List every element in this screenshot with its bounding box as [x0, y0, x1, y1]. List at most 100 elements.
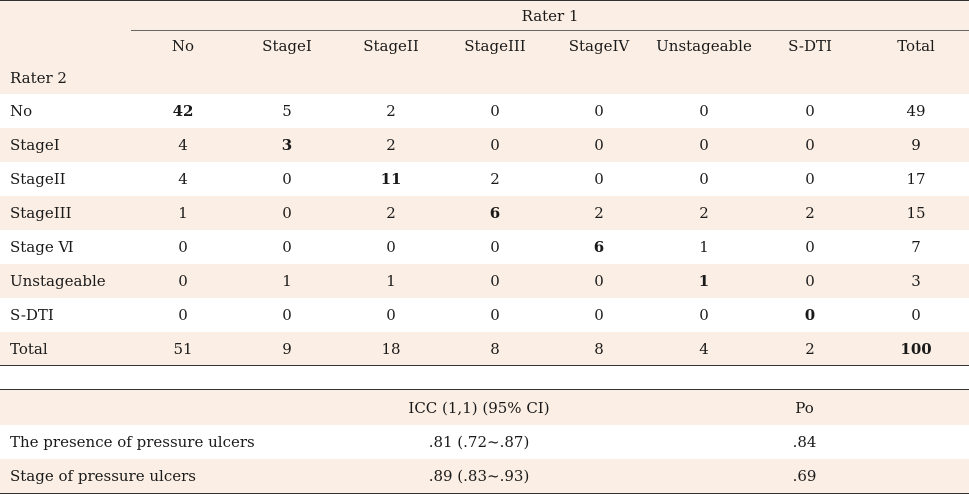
- table-cell: 0: [651, 298, 757, 332]
- table-cell: 1: [235, 264, 339, 298]
- column-header: StageIII: [443, 30, 547, 61]
- table-cell: 51: [131, 332, 235, 366]
- table-cell: 0: [131, 298, 235, 332]
- table-cell: 0: [757, 264, 863, 298]
- table-cell: 0: [443, 94, 547, 128]
- table-cell: 0: [443, 128, 547, 162]
- corner-cell: [0, 30, 131, 61]
- reliability-table: ICC (1,1) (95% CI) Po The presence of pr…: [0, 389, 969, 494]
- table-cell: 0: [235, 298, 339, 332]
- table-cell: 7: [863, 230, 969, 264]
- table-cell: 0: [131, 264, 235, 298]
- table-cell: 6: [547, 230, 651, 264]
- table-row: StageI 4 3 2 0 0 0 0 9: [0, 128, 969, 162]
- table-cell: 3: [235, 128, 339, 162]
- reliability-po-value: .69: [640, 459, 969, 494]
- table-cell: 1: [339, 264, 443, 298]
- reliability-icc-value: .89 (.83~.93): [318, 459, 640, 494]
- table-cell: 2: [757, 332, 863, 366]
- table-cell: 1: [131, 196, 235, 230]
- column-header: Unstageable: [651, 30, 757, 61]
- table-cell: 15: [863, 196, 969, 230]
- total-row: Total 51 9 18 8 8 4 2 100: [0, 332, 969, 366]
- table-cell: 0: [757, 162, 863, 196]
- table-cell: 4: [131, 162, 235, 196]
- table-cell: 0: [651, 94, 757, 128]
- table-cell: 2: [443, 162, 547, 196]
- table-cell: 0: [443, 264, 547, 298]
- table-cell: 9: [235, 332, 339, 366]
- table-cell: 0: [547, 128, 651, 162]
- row-label: StageIII: [0, 196, 131, 230]
- agreement-table: Rater 1 No StageI StageII StageIII Stage…: [0, 0, 969, 366]
- table-cell: 3: [863, 264, 969, 298]
- table-cell: 0: [757, 94, 863, 128]
- table-cell: 0: [235, 230, 339, 264]
- header-row-rater1: Rater 1: [0, 0, 969, 31]
- table-cell: 0: [235, 196, 339, 230]
- table-cell: 0: [443, 298, 547, 332]
- reliability-icc-value: .81 (.72~.87): [318, 425, 640, 459]
- table-cell: 5: [235, 94, 339, 128]
- table-row: StageII 4 0 11 2 0 0 0 17: [0, 162, 969, 196]
- table-cell: 11: [339, 162, 443, 196]
- table-cell: 1: [651, 230, 757, 264]
- table-cell: 0: [547, 94, 651, 128]
- table-cell: 0: [547, 298, 651, 332]
- reliability-header-icc: ICC (1,1) (95% CI): [318, 389, 640, 425]
- table-cell: 2: [339, 196, 443, 230]
- column-header: No: [131, 30, 235, 61]
- table-cell: 4: [131, 128, 235, 162]
- table-cell: 6: [443, 196, 547, 230]
- table-cell: 2: [757, 196, 863, 230]
- column-header: StageIV: [547, 30, 651, 61]
- table-row: No 42 5 2 0 0 0 0 49: [0, 94, 969, 128]
- table-cell: 4: [651, 332, 757, 366]
- column-header: S-DTI: [757, 30, 863, 61]
- agreement-body: No 42 5 2 0 0 0 0 49 StageI 4 3 2 0 0 0 0 9 StageII 4 0 11 2 0 0…: [0, 94, 969, 366]
- reliability-po-value: .84: [640, 425, 969, 459]
- table-cell: 0: [547, 264, 651, 298]
- table-row: Unstageable 0 1 1 0 0 1 0 3: [0, 264, 969, 298]
- table-cell: 0: [339, 298, 443, 332]
- table-cell: 100: [863, 332, 969, 366]
- reliability-row-label: Stage of pressure ulcers: [0, 459, 318, 494]
- table-row: StageIII 1 0 2 6 2 2 2 15: [0, 196, 969, 230]
- table-cell: 0: [757, 230, 863, 264]
- table-cell: 0: [131, 230, 235, 264]
- table-cell: 18: [339, 332, 443, 366]
- table-cell: 49: [863, 94, 969, 128]
- rater1-label: Rater 1: [131, 0, 969, 31]
- table-cell: 2: [339, 94, 443, 128]
- table-cell: 0: [443, 230, 547, 264]
- row-label: Unstageable: [0, 264, 131, 298]
- table-cell: 8: [443, 332, 547, 366]
- column-header: Total: [863, 30, 969, 61]
- table-cell: 2: [339, 128, 443, 162]
- table-cell: 0: [863, 298, 969, 332]
- reliability-row: Stage of pressure ulcers .89 (.83~.93) .…: [0, 459, 969, 494]
- row-label: Stage Ⅵ: [0, 230, 131, 264]
- reliability-header-blank: [0, 389, 318, 425]
- row-label: Total: [0, 332, 131, 366]
- table-cell: 1: [651, 264, 757, 298]
- table-cell: 42: [131, 94, 235, 128]
- column-header: StageI: [235, 30, 339, 61]
- table-cell: 17: [863, 162, 969, 196]
- reliability-row-label: The presence of pressure ulcers: [0, 425, 318, 459]
- table-cell: 0: [757, 298, 863, 332]
- row-label: S-DTI: [0, 298, 131, 332]
- table-cell: 0: [339, 230, 443, 264]
- table-cell: 8: [547, 332, 651, 366]
- column-header: StageII: [339, 30, 443, 61]
- table-cell: 9: [863, 128, 969, 162]
- table-cell: 2: [547, 196, 651, 230]
- row-label: StageI: [0, 128, 131, 162]
- corner-cell: [0, 0, 131, 31]
- table-cell: 0: [235, 162, 339, 196]
- header-row-columns: No StageI StageII StageIII StageIV Unsta…: [0, 30, 969, 61]
- reliability-header-row: ICC (1,1) (95% CI) Po: [0, 389, 969, 425]
- reliability-row: The presence of pressure ulcers .81 (.72…: [0, 425, 969, 459]
